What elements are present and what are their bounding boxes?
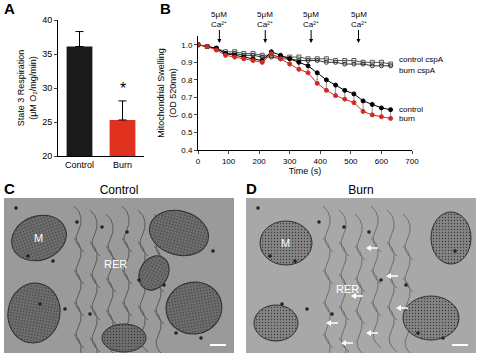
svg-text:40: 40 [42, 15, 52, 25]
svg-text:M: M [34, 232, 43, 244]
svg-text:M: M [281, 237, 290, 249]
svg-text:burn: burn [399, 114, 415, 123]
html-text:D: D [246, 180, 257, 197]
html-text:B: B [160, 0, 171, 17]
svg-text:0.9: 0.9 [181, 58, 193, 67]
svg-text:35: 35 [42, 49, 52, 59]
svg-text:*: * [120, 80, 126, 97]
svg-text:20: 20 [42, 151, 52, 161]
svg-text:Mitochondrial Swelling(OD 520n: Mitochondrial Swelling(OD 520nm) [156, 48, 178, 138]
svg-text:0: 0 [196, 157, 201, 166]
svg-text:0.4: 0.4 [181, 146, 193, 155]
svg-text:100: 100 [222, 157, 236, 166]
svg-text:5μMCa²⁺: 5μMCa²⁺ [303, 10, 319, 29]
svg-text:5μMCa²⁺: 5μMCa²⁺ [257, 10, 273, 29]
svg-text:Control: Control [65, 160, 94, 170]
html-text:Burn: Burn [348, 183, 374, 197]
svg-text:0.6: 0.6 [181, 111, 193, 120]
svg-text:control cspA: control cspA [399, 55, 444, 64]
svg-text:0.7: 0.7 [181, 93, 193, 102]
svg-text:1.0: 1.0 [181, 41, 193, 50]
svg-text:600: 600 [375, 157, 389, 166]
svg-text:300: 300 [283, 157, 297, 166]
svg-text:RER: RER [104, 258, 127, 270]
svg-text:burn cspA: burn cspA [399, 66, 436, 75]
svg-text:400: 400 [314, 157, 328, 166]
html-text:A: A [4, 0, 15, 17]
svg-text:5μMCa²⁺: 5μMCa²⁺ [211, 10, 227, 29]
svg-text:State 3 Respiration(μM O₂/mg/m: State 3 Respiration(μM O₂/mg/min) [16, 50, 38, 127]
html-text:Control: Control [99, 183, 139, 197]
svg-text:Burn: Burn [113, 160, 132, 170]
svg-text:RER: RER [336, 283, 360, 295]
svg-text:25: 25 [42, 117, 52, 127]
svg-text:700: 700 [405, 157, 419, 166]
svg-text:0.5: 0.5 [181, 128, 193, 137]
svg-text:30: 30 [42, 83, 52, 93]
svg-text:Time (s): Time (s) [289, 166, 322, 176]
html-text:C: C [4, 180, 15, 197]
svg-text:500: 500 [344, 157, 358, 166]
svg-text:5μMCa²⁺: 5μMCa²⁺ [351, 10, 367, 29]
svg-text:0.8: 0.8 [181, 76, 193, 85]
svg-text:200: 200 [252, 157, 266, 166]
svg-text:control: control [399, 105, 423, 114]
